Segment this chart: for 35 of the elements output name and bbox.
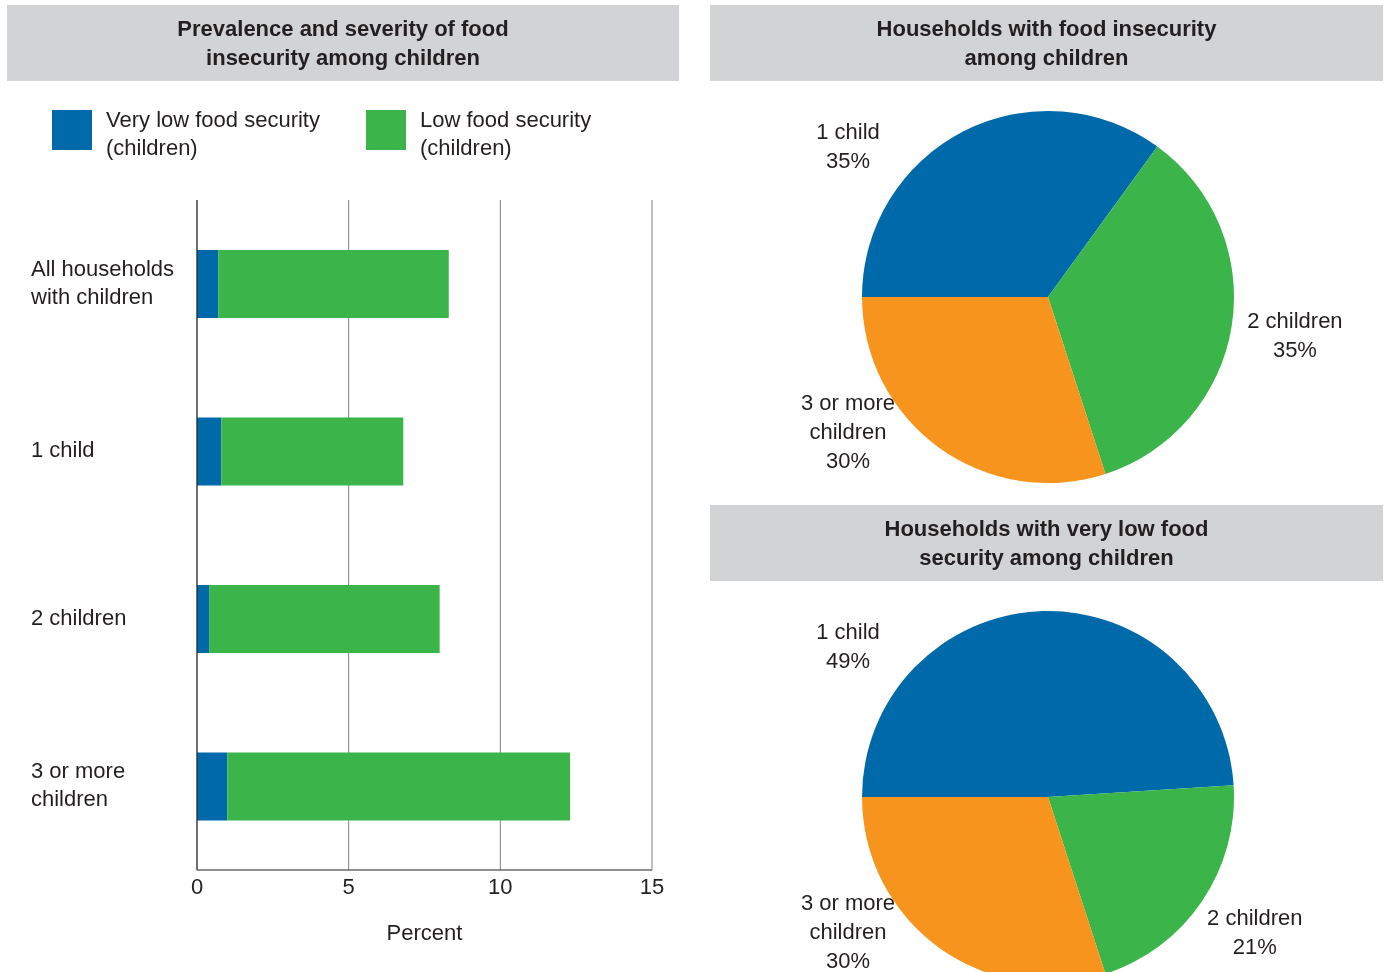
y-tick-label: All households with children — [30, 255, 175, 309]
slice-label: 1 child — [816, 618, 880, 644]
slice-label: 2 children — [1207, 904, 1303, 930]
bar — [209, 585, 440, 653]
x-tick-label: 10 — [488, 873, 513, 899]
bar — [227, 752, 571, 821]
bar — [221, 417, 404, 486]
data-label: 30% — [825, 447, 871, 473]
bar — [197, 585, 210, 653]
chart-title: Households with very low food security among children — [884, 515, 1209, 572]
data-label: 49% — [825, 647, 871, 673]
data-label: 30% — [825, 947, 871, 972]
chart-title: Prevalence and severity of food insecurity among children — [177, 15, 509, 72]
x-tick-label: 5 — [342, 873, 355, 899]
y-tick-label: 2 children — [31, 604, 127, 630]
legend-label: Low food security (children) — [420, 106, 593, 162]
pie-slice — [1048, 146, 1234, 474]
bar — [197, 417, 222, 486]
bar — [197, 752, 228, 821]
slice-label: 3 or more children — [800, 389, 896, 444]
y-tick-label: 1 child — [31, 437, 95, 463]
data-label: 21% — [1232, 933, 1277, 959]
data-label: 35% — [1272, 336, 1317, 362]
data-label: 35% — [825, 147, 871, 173]
x-tick-label: 0 — [190, 873, 204, 899]
bar — [197, 250, 219, 318]
slice-label: 1 child — [816, 118, 880, 144]
legend-label: Very low food security (children) — [106, 106, 321, 162]
x-axis-title: Percent — [386, 920, 463, 945]
slice-label: 3 or more children — [800, 889, 896, 944]
x-tick-label: 15 — [639, 873, 665, 899]
bar — [218, 250, 449, 318]
chart-title: Households with food insecurity among children — [876, 15, 1217, 72]
slice-label: 2 children — [1247, 307, 1343, 333]
y-tick-label: 3 or more children — [31, 758, 126, 812]
